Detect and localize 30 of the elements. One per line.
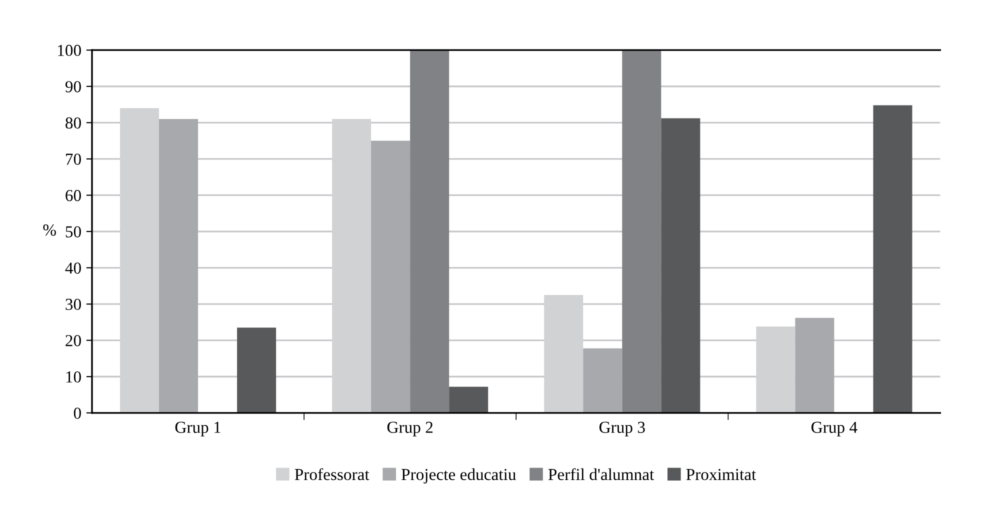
x-tick-label: Grup 2: [387, 422, 433, 436]
y-tick-label: 90: [65, 81, 81, 92]
y-axis-title: %: [43, 224, 56, 236]
y-tick-label: 30: [66, 298, 81, 310]
bar: [159, 119, 198, 413]
bar: [873, 105, 912, 413]
bar: [795, 318, 834, 413]
bar: [410, 50, 450, 413]
y-tick-label: 20: [66, 335, 81, 346]
x-tick-label: Grup 1: [175, 422, 220, 436]
legend-label: Perfil d'alumnat: [548, 468, 654, 480]
legend-label: Proximitat: [686, 468, 756, 480]
x-tick-label: Grup 3: [599, 422, 645, 436]
legend-label: Professorat: [294, 468, 370, 480]
x-tick-label: Grup 4: [811, 422, 858, 436]
legend-label: Projecte educatiu: [402, 468, 516, 484]
y-tick-label: 60: [66, 190, 81, 202]
y-tick-label: 40: [65, 262, 81, 274]
y-tick-label: 100: [58, 44, 81, 56]
bar: [371, 140, 410, 413]
y-tick-label: 10: [66, 371, 81, 383]
bar: [622, 50, 662, 413]
y-tick-label: 0: [74, 408, 81, 419]
bar: [583, 348, 622, 413]
bar: [661, 118, 700, 413]
bar: [449, 386, 488, 413]
y-tick-label: 70: [66, 154, 81, 165]
bar: [237, 328, 276, 413]
y-tick-label: 80: [66, 117, 81, 129]
y-tick-label: 50: [66, 226, 81, 238]
